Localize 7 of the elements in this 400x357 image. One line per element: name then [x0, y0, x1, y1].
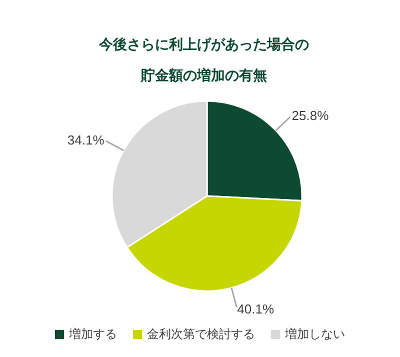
- legend-label: 金利次第で検討する: [147, 326, 255, 343]
- data-label: 40.1%: [237, 302, 274, 317]
- data-label: 25.8%: [292, 108, 330, 123]
- legend-label: 増加する: [69, 326, 117, 343]
- chart-title: 今後さらに利上げがあった場合の貯金額の増加の有無: [98, 36, 310, 86]
- data-label: 34.1%: [67, 132, 105, 148]
- legend-label: 増加しない: [285, 326, 345, 343]
